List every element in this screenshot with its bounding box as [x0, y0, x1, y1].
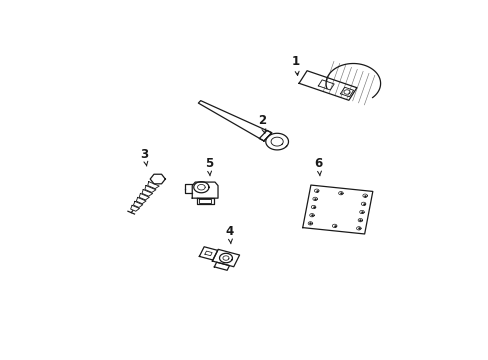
Text: 3: 3	[140, 148, 148, 166]
Text: 2: 2	[257, 114, 265, 133]
Text: 6: 6	[314, 157, 322, 176]
Text: 5: 5	[204, 157, 213, 176]
Text: 4: 4	[225, 225, 233, 244]
Text: 1: 1	[291, 55, 300, 75]
